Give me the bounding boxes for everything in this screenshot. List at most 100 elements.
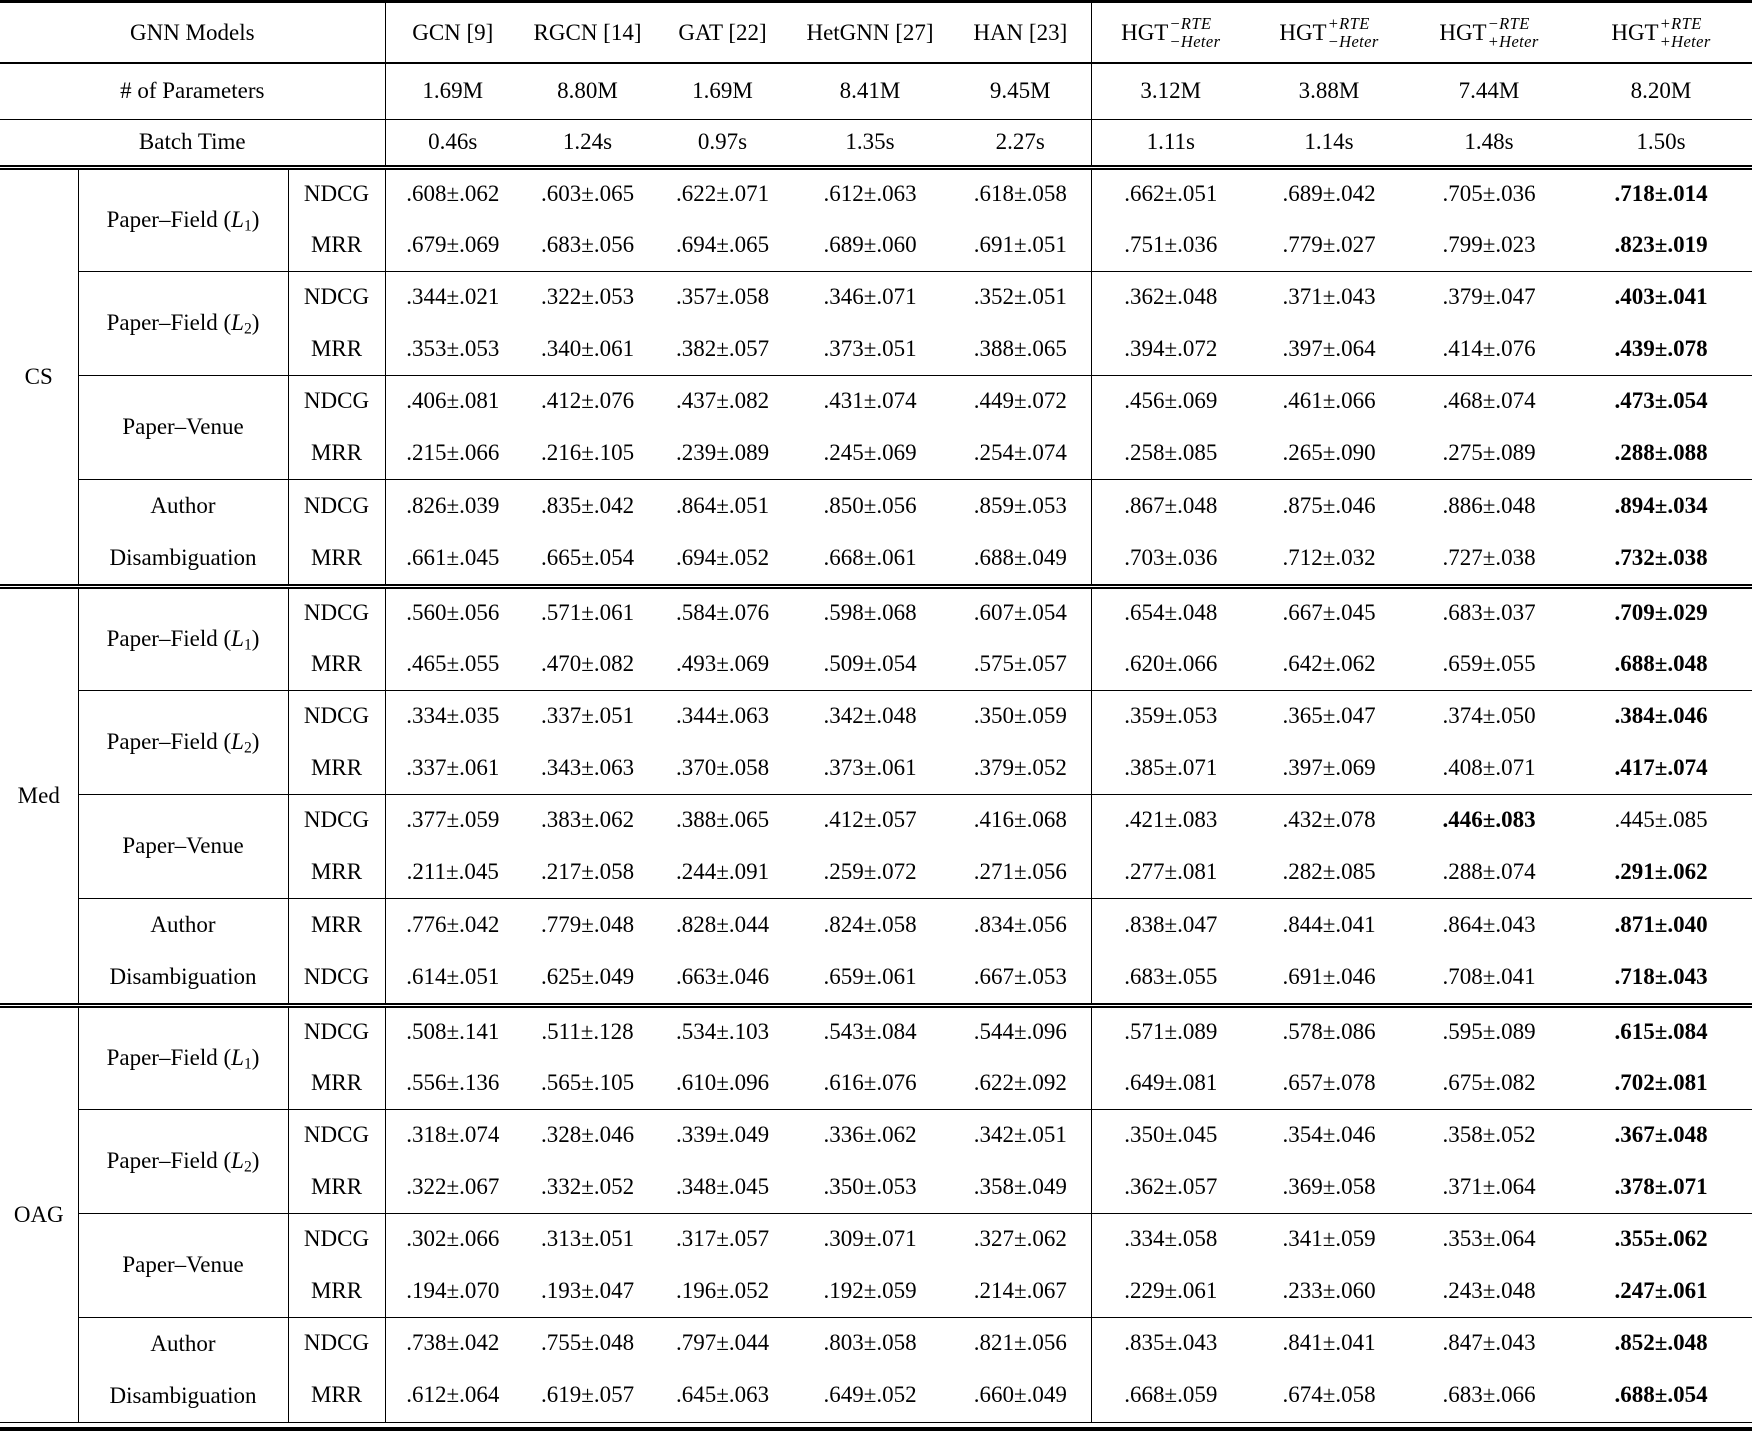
model-name-hgt: HGT −RTE −Heter bbox=[1121, 13, 1221, 51]
hgt-subscript: +Heter bbox=[1659, 31, 1711, 51]
metric-value: .388±.065 bbox=[655, 793, 791, 846]
task-label-segment: ) bbox=[251, 626, 260, 651]
batch-time: 2.27s bbox=[950, 119, 1092, 170]
metric-value: .216±.105 bbox=[540, 439, 635, 465]
metric-value: .446±.083 bbox=[1408, 793, 1571, 846]
metric-value: .709±.029 bbox=[1570, 583, 1752, 638]
metric-value: .620±.066 bbox=[1124, 650, 1218, 676]
metric-value: .894±.034 bbox=[1570, 478, 1752, 533]
metric-value: .618±.058 bbox=[950, 164, 1092, 219]
task-label-segment: Paper–Field ( bbox=[106, 207, 232, 232]
batch-time-label: Batch Time bbox=[0, 119, 386, 170]
metric-value: .852±.048 bbox=[1570, 1316, 1752, 1370]
metric-value: .649±.052 bbox=[823, 1382, 917, 1408]
metric-value: .659±.055 bbox=[1442, 650, 1536, 676]
metric-value: .779±.027 bbox=[1282, 231, 1376, 257]
metric-value: .841±.041 bbox=[1250, 1316, 1409, 1370]
task-label-cell: Paper–Field (L1) bbox=[77, 164, 289, 271]
metric-value: .610±.096 bbox=[675, 1069, 770, 1095]
metric-label: MRR bbox=[288, 1057, 386, 1109]
metric-value: .556±.136 bbox=[406, 1069, 500, 1095]
hgt-subscript: −Heter bbox=[1169, 31, 1221, 51]
table-row: # of Parameters 1.69M 8.80M 1.69M 8.41M 9.45M… bbox=[0, 63, 1752, 120]
metric-value: .371±.043 bbox=[1250, 270, 1409, 323]
metric-value: .388±.065 bbox=[950, 323, 1092, 375]
metric-value: .412±.057 bbox=[790, 793, 951, 846]
metric-value: .608±.062 bbox=[385, 164, 521, 219]
task-label-segment: ) bbox=[251, 1148, 260, 1173]
model-column-header: GCN [9] bbox=[385, 3, 521, 64]
task-label-segment: ) bbox=[251, 207, 260, 232]
metric-value: .659±.061 bbox=[823, 964, 917, 989]
metric-value: .350±.045 bbox=[1091, 1108, 1251, 1161]
metric-value: .215±.066 bbox=[406, 439, 500, 465]
metric-label: NDCG bbox=[288, 583, 386, 638]
hgt-superscript: −RTE bbox=[1169, 13, 1212, 33]
metric-value: .344±.063 bbox=[655, 689, 791, 742]
metric-value: .694±.052 bbox=[675, 545, 770, 570]
metric-value: .243±.048 bbox=[1442, 1277, 1536, 1303]
table-row: Paper–Field (L2) NDCG .318±.074.328±.046.3… bbox=[0, 1108, 1752, 1213]
metric-value: .683±.037 bbox=[1408, 583, 1571, 638]
task-label: Author Disambiguation bbox=[79, 1318, 288, 1422]
hgt-base: HGT bbox=[1439, 19, 1487, 45]
metric-value: .534±.103 bbox=[655, 1002, 791, 1057]
metric-value: .357±.058 bbox=[655, 270, 791, 323]
metric-value: .575±.057 bbox=[950, 638, 1092, 690]
metric-value: .217±.058 bbox=[540, 858, 635, 884]
metric-value: .378±.071 bbox=[1614, 1173, 1708, 1199]
model-column-header: HGT −RTE −Heter bbox=[1091, 3, 1251, 64]
metric-value: .668±.061 bbox=[823, 545, 917, 570]
metric-value: .694±.065 bbox=[675, 231, 770, 257]
metric-value: .886±.048 bbox=[1408, 478, 1571, 533]
metric-value: .328±.046 bbox=[520, 1108, 656, 1161]
metric-value: .691±.046 bbox=[1282, 964, 1376, 989]
metric-value: .821±.056 bbox=[950, 1316, 1092, 1370]
metric-value: .847±.043 bbox=[1408, 1316, 1571, 1370]
metric-value: .258±.085 bbox=[1124, 439, 1218, 465]
metric-value: .835±.043 bbox=[1091, 1316, 1251, 1370]
task-label: Paper–Venue bbox=[79, 1239, 288, 1291]
table-row: MRR .679±.069 .683±.056 .694±.065 .689±.060.… bbox=[0, 219, 1752, 271]
param-count: 1.69M bbox=[385, 63, 521, 120]
metric-value: .622±.071 bbox=[655, 164, 791, 219]
metric-value: .645±.063 bbox=[675, 1382, 770, 1408]
dataset-label: OAG bbox=[0, 1002, 78, 1422]
metric-label: MRR bbox=[288, 1161, 386, 1213]
metric-label: NDCG bbox=[288, 270, 386, 323]
model-name: HetGNN [27] bbox=[806, 19, 934, 45]
hgt-superscript: +RTE bbox=[1327, 13, 1370, 33]
batch-time: 1.35s bbox=[790, 119, 951, 170]
table-row: OAG Paper–Field (L1) NDCG .508±.141.511±.12… bbox=[0, 1002, 1752, 1422]
metric-value: .271±.056 bbox=[950, 846, 1092, 898]
param-count: 9.45M bbox=[950, 63, 1092, 120]
task-label-cell: Paper–Field (L2) bbox=[77, 270, 289, 375]
model-name-hgt: HGT −RTE +Heter bbox=[1439, 14, 1538, 51]
task-label-segment: 1 bbox=[243, 636, 252, 654]
table-row: MRR .556±.136 .565±.105 .610±.096 .616±.076.… bbox=[0, 1057, 1752, 1109]
metric-value: .603±.065 bbox=[520, 164, 656, 219]
metric-value: .509±.054 bbox=[823, 650, 917, 676]
task-label-cell: Author Disambiguation bbox=[77, 897, 289, 1005]
metric-value: .867±.048 bbox=[1091, 478, 1251, 533]
table-bottom-rule bbox=[0, 1421, 1752, 1431]
task-label-cell: Author Disambiguation bbox=[77, 478, 289, 586]
table-row: MRR .353±.053 .340±.061 .382±.057 .373±.051.… bbox=[0, 323, 1752, 375]
task-label: Paper–Field (L2) bbox=[79, 297, 288, 349]
metric-value: .214±.067 bbox=[950, 1265, 1092, 1317]
param-count: 3.88M bbox=[1250, 63, 1409, 120]
task-label-segment: Disambiguation bbox=[109, 1382, 257, 1408]
param-count: 8.80M bbox=[520, 63, 656, 120]
task-label-segment: L bbox=[231, 729, 244, 754]
metric-label: NDCG bbox=[288, 793, 386, 846]
model-name: GAT [22] bbox=[678, 19, 767, 45]
metric-label: MRR bbox=[288, 1369, 386, 1422]
table-top-rule bbox=[0, 0, 1752, 3]
task-label-segment: L bbox=[231, 1045, 244, 1070]
param-count: 8.20M bbox=[1570, 63, 1752, 120]
model-name: RGCN [14] bbox=[533, 19, 642, 45]
metric-value: .359±.053 bbox=[1091, 689, 1251, 742]
metric-value: .844±.041 bbox=[1250, 897, 1409, 952]
task-label: Paper–Venue bbox=[79, 820, 288, 872]
metric-label: NDCG bbox=[288, 164, 386, 219]
